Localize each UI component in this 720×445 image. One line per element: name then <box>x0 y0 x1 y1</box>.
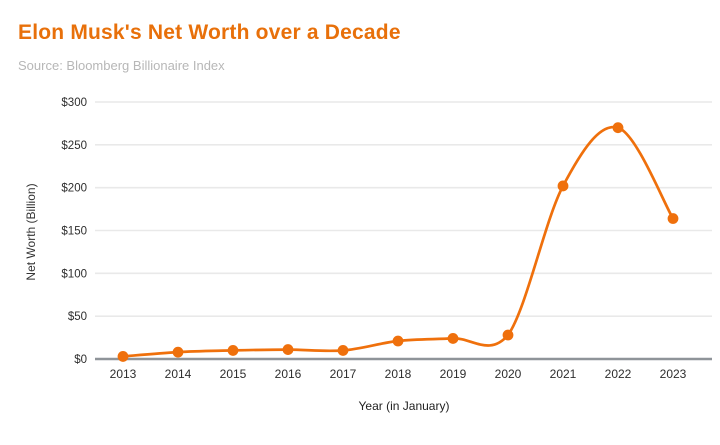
y-tick-label: $300 <box>61 97 87 109</box>
x-tick-label: 2020 <box>495 367 522 381</box>
x-tick-label: 2015 <box>220 367 247 381</box>
data-point-marker <box>337 345 349 356</box>
y-axis-title: Net Worth (Billion) <box>24 183 38 281</box>
x-tick-label: 2017 <box>330 367 357 381</box>
data-point-marker <box>172 346 184 358</box>
y-tick-label: $0 <box>74 354 87 366</box>
x-tick-label: 2018 <box>385 367 412 381</box>
series-line <box>121 125 675 358</box>
chart-title: Elon Musk's Net Worth over a Decade <box>18 21 401 44</box>
x-tick-label: 2013 <box>110 367 137 381</box>
y-tick-label: $250 <box>61 140 87 152</box>
data-point-marker <box>117 351 129 362</box>
y-tick-label: $200 <box>61 183 87 195</box>
data-point-marker <box>502 329 514 341</box>
x-tick-label: 2022 <box>605 367 632 381</box>
data-point-marker <box>612 122 624 134</box>
x-tick-label: 2021 <box>550 367 577 381</box>
data-point-marker <box>557 180 569 192</box>
x-tick-label: 2016 <box>275 367 302 381</box>
chart-source: Source: Bloomberg Billionaire Index <box>18 58 225 73</box>
y-tick-label: $150 <box>61 226 87 238</box>
data-point-marker <box>227 345 239 356</box>
data-point-marker <box>282 344 294 355</box>
x-tick-label: 2019 <box>440 367 467 381</box>
data-point-marker <box>447 333 459 344</box>
data-point-marker <box>667 213 679 224</box>
x-tick-label: 2023 <box>660 367 687 381</box>
data-point-marker <box>392 335 404 347</box>
x-tick-label: 2014 <box>165 367 192 381</box>
net-worth-line-chart: $0 $50 $100 $150 $200 $250 $300 2013 2014 2015 201… <box>61 97 712 381</box>
x-axis-title: Year (in January) <box>358 399 450 413</box>
y-tick-label: $100 <box>61 268 87 280</box>
y-tick-label: $50 <box>68 311 87 323</box>
